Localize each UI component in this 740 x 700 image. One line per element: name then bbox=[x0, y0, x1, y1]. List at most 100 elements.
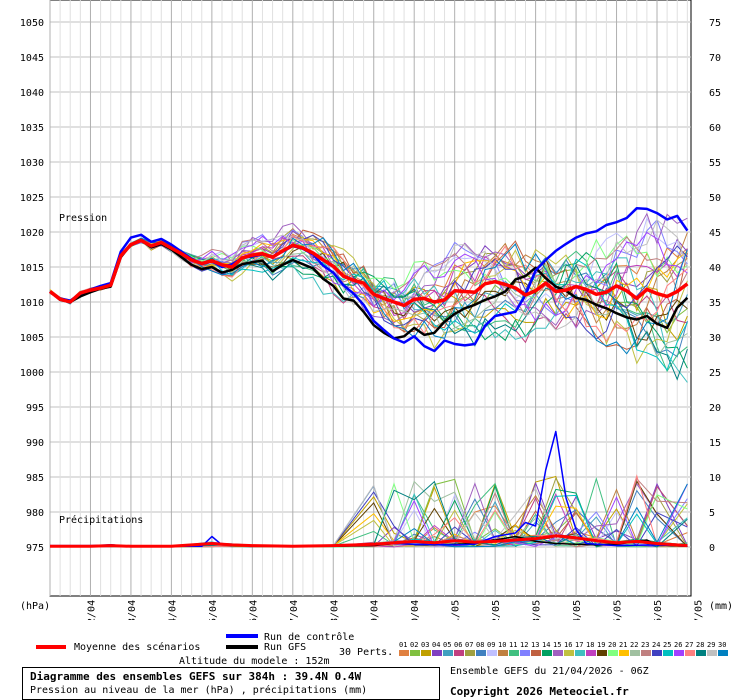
left-tick-label: 995 bbox=[26, 403, 44, 414]
member-swatch bbox=[498, 650, 508, 656]
legend-perts-label: 30 Perts. bbox=[339, 647, 393, 658]
member-swatch bbox=[718, 650, 728, 656]
x-tick-label: 03/05 bbox=[532, 600, 543, 620]
member-number: 10 bbox=[498, 641, 506, 649]
x-tick-label: 25/04 bbox=[208, 600, 219, 620]
member-number: 30 bbox=[718, 641, 726, 649]
member-swatch bbox=[432, 650, 442, 656]
left-tick-label: 1030 bbox=[20, 158, 44, 169]
member-swatch bbox=[652, 650, 662, 656]
member-swatch bbox=[630, 650, 640, 656]
member-number: 21 bbox=[619, 641, 627, 649]
member-number: 03 bbox=[421, 641, 429, 649]
legend-mean-label: Moyenne des scénarios bbox=[74, 641, 200, 653]
right-tick-label: 55 bbox=[709, 158, 721, 169]
x-tick-label: 24/04 bbox=[167, 600, 178, 620]
left-tick-label: 1035 bbox=[20, 123, 44, 134]
member-swatch bbox=[443, 650, 453, 656]
x-tick-label: 01/05 bbox=[451, 600, 462, 620]
member-legend: 01 02 03 04 05 06 07 08 09 10 11 12 13 14 15 16 17 18 19 20… bbox=[399, 641, 728, 656]
member-swatch bbox=[707, 650, 717, 656]
x-tick-label: 23/04 bbox=[127, 600, 138, 620]
member-number: 11 bbox=[509, 641, 517, 649]
member-swatch bbox=[685, 650, 695, 656]
right-tick-label: 45 bbox=[709, 228, 721, 239]
x-axis: 22/04 23/04 24/04 25/04 26/04 27/04 28/04 29/04… bbox=[86, 600, 704, 620]
x-tick-label: 28/04 bbox=[329, 600, 340, 620]
left-tick-label: 985 bbox=[26, 473, 44, 484]
member-number: 07 bbox=[465, 641, 473, 649]
left-tick-label: 1005 bbox=[20, 333, 44, 344]
member-number: 20 bbox=[608, 641, 616, 649]
member-number: 14 bbox=[542, 641, 550, 649]
member-number: 16 bbox=[564, 641, 572, 649]
right-tick-label: 20 bbox=[709, 403, 721, 414]
member-swatch bbox=[476, 650, 486, 656]
member-number: 08 bbox=[476, 641, 484, 649]
x-tick-label: 06/05 bbox=[653, 600, 664, 620]
legend-control-label: Run de contrôle bbox=[264, 631, 354, 643]
member-pressure-line bbox=[49, 239, 688, 344]
member-swatch bbox=[520, 650, 530, 656]
left-tick-label: 1020 bbox=[20, 228, 44, 239]
right-unit-label: (mm) bbox=[709, 601, 733, 612]
footer-subtitle: Pression au niveau de la mer (hPa) , pré… bbox=[30, 685, 368, 696]
member-swatch bbox=[674, 650, 684, 656]
member-swatch bbox=[597, 650, 607, 656]
right-tick-label: 65 bbox=[709, 88, 721, 99]
member-swatch bbox=[696, 650, 706, 656]
member-number: 26 bbox=[674, 641, 682, 649]
x-tick-label: 02/05 bbox=[491, 600, 502, 620]
x-tick-label: 22/04 bbox=[86, 600, 97, 620]
member-swatch bbox=[487, 650, 497, 656]
left-tick-label: 990 bbox=[26, 438, 44, 449]
right-tick-label: 10 bbox=[709, 473, 721, 484]
control-pressure-line bbox=[49, 206, 689, 353]
member-swatch bbox=[608, 650, 618, 656]
member-number: 13 bbox=[531, 641, 539, 649]
left-unit-label: (hPa) bbox=[20, 601, 50, 612]
left-tick-label: 975 bbox=[26, 543, 44, 554]
right-tick-label: 75 bbox=[709, 18, 721, 29]
right-tick-label: 40 bbox=[709, 263, 721, 274]
member-swatch bbox=[399, 650, 409, 656]
member-number: 19 bbox=[597, 641, 605, 649]
right-tick-label: 30 bbox=[709, 333, 721, 344]
member-number: 23 bbox=[641, 641, 649, 649]
right-tick-label: 5 bbox=[709, 508, 715, 519]
left-tick-label: 1050 bbox=[20, 18, 44, 29]
x-tick-label: 07/05 bbox=[693, 600, 704, 620]
right-tick-label: 50 bbox=[709, 193, 721, 204]
member-number: 25 bbox=[663, 641, 671, 649]
x-tick-label: 26/04 bbox=[248, 600, 259, 620]
right-tick-label: 0 bbox=[709, 543, 715, 554]
main-series bbox=[48, 206, 689, 548]
member-number: 09 bbox=[487, 641, 495, 649]
left-axis: 1050 1045 1040 1035 1030 1025 1020 1015 1010 1005… bbox=[20, 18, 44, 554]
left-tick-label: 980 bbox=[26, 508, 44, 519]
x-tick-label: 04/05 bbox=[572, 600, 583, 620]
member-number: 24 bbox=[652, 641, 660, 649]
altitude-label: Altitude du modele : 152m bbox=[179, 656, 330, 667]
left-tick-label: 1010 bbox=[20, 298, 44, 309]
right-tick-label: 35 bbox=[709, 298, 721, 309]
member-number: 29 bbox=[707, 641, 715, 649]
precip-label: Précipitations bbox=[59, 514, 143, 526]
member-number: 02 bbox=[410, 641, 418, 649]
member-swatch bbox=[564, 650, 574, 656]
footer-run: Ensemble GEFS du 21/04/2026 - 06Z bbox=[450, 666, 649, 677]
left-tick-label: 1045 bbox=[20, 53, 44, 64]
left-tick-label: 1000 bbox=[20, 368, 44, 379]
ensemble-chart: 1050104510401035103010251020101510101005… bbox=[20, 0, 733, 620]
footer-copyright: Copyright 2026 Meteociel.fr bbox=[450, 685, 629, 698]
member-number: 15 bbox=[553, 641, 561, 649]
member-swatch bbox=[553, 650, 563, 656]
right-tick-label: 60 bbox=[709, 123, 721, 134]
x-tick-label: 29/04 bbox=[370, 600, 381, 620]
x-tick-label: 05/05 bbox=[613, 600, 624, 620]
member-number: 05 bbox=[443, 641, 451, 649]
member-swatch bbox=[454, 650, 464, 656]
member-number: 12 bbox=[520, 641, 528, 649]
